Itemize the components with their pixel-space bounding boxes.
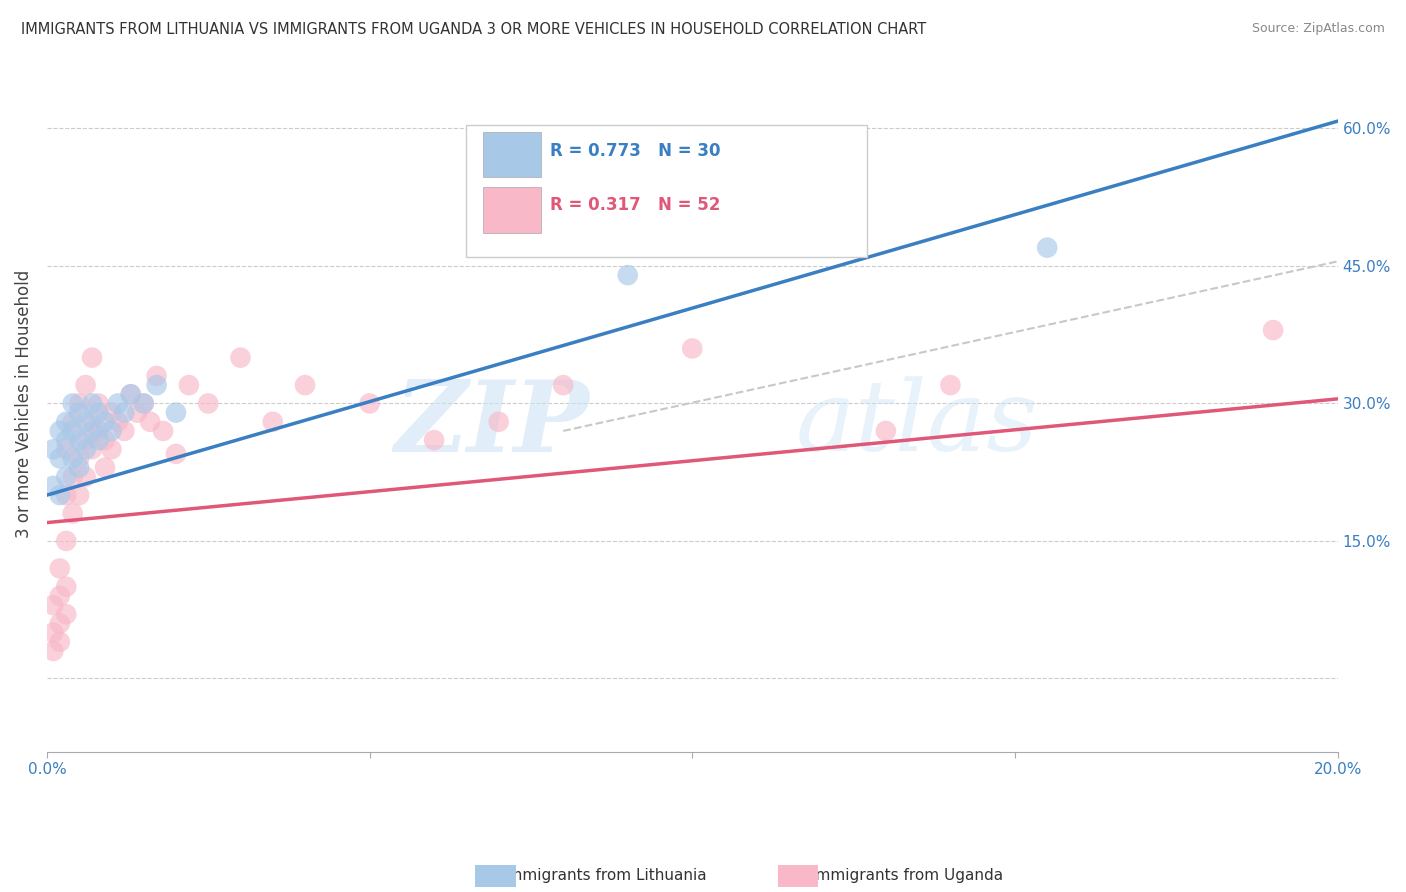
Point	[939, 378, 962, 392]
Point	[875, 424, 897, 438]
Point	[75, 442, 97, 457]
Point	[262, 415, 284, 429]
Point	[75, 470, 97, 484]
Point	[49, 424, 72, 438]
Point	[55, 442, 77, 457]
Point	[49, 561, 72, 575]
Point	[55, 470, 77, 484]
Point	[42, 479, 65, 493]
Point	[165, 406, 187, 420]
Point	[67, 433, 90, 447]
Point	[94, 433, 117, 447]
Point	[75, 433, 97, 447]
Point	[100, 442, 122, 457]
Text: R = 0.317   N = 52: R = 0.317 N = 52	[550, 196, 721, 214]
Point	[49, 451, 72, 466]
Point	[67, 396, 90, 410]
Point	[62, 507, 84, 521]
Point	[152, 424, 174, 438]
Point	[139, 415, 162, 429]
Point	[165, 447, 187, 461]
Point	[55, 607, 77, 622]
Point	[62, 424, 84, 438]
Point	[229, 351, 252, 365]
Text: ZIP: ZIP	[394, 376, 589, 473]
Point	[294, 378, 316, 392]
Point	[80, 396, 103, 410]
Point	[75, 415, 97, 429]
Point	[120, 387, 142, 401]
Point	[55, 580, 77, 594]
Point	[55, 433, 77, 447]
Point	[55, 533, 77, 548]
Point	[55, 488, 77, 502]
Point	[107, 415, 129, 429]
Point	[177, 378, 200, 392]
Point	[616, 268, 638, 282]
Point	[1261, 323, 1284, 337]
Point	[67, 451, 90, 466]
Point	[127, 406, 149, 420]
Point	[112, 424, 135, 438]
Point	[62, 470, 84, 484]
Point	[1036, 241, 1059, 255]
Point	[132, 396, 155, 410]
Text: Immigrants from Uganda: Immigrants from Uganda	[811, 869, 1002, 883]
Point	[100, 424, 122, 438]
Point	[42, 598, 65, 612]
Text: Immigrants from Lithuania: Immigrants from Lithuania	[503, 869, 706, 883]
Point	[145, 368, 167, 383]
Point	[42, 644, 65, 658]
Point	[87, 396, 110, 410]
Point	[80, 424, 103, 438]
Point	[94, 415, 117, 429]
Point	[42, 442, 65, 457]
FancyBboxPatch shape	[484, 187, 541, 233]
Point	[112, 406, 135, 420]
Point	[197, 396, 219, 410]
Text: IMMIGRANTS FROM LITHUANIA VS IMMIGRANTS FROM UGANDA 3 OR MORE VEHICLES IN HOUSEH: IMMIGRANTS FROM LITHUANIA VS IMMIGRANTS …	[21, 22, 927, 37]
Point	[145, 378, 167, 392]
Text: Source: ZipAtlas.com: Source: ZipAtlas.com	[1251, 22, 1385, 36]
Point	[80, 351, 103, 365]
Point	[67, 488, 90, 502]
Point	[87, 433, 110, 447]
Point	[75, 378, 97, 392]
Point	[80, 415, 103, 429]
Point	[423, 433, 446, 447]
Point	[94, 460, 117, 475]
Text: R = 0.773   N = 30: R = 0.773 N = 30	[550, 142, 721, 160]
Point	[87, 424, 110, 438]
Point	[49, 616, 72, 631]
Point	[488, 415, 510, 429]
Y-axis label: 3 or more Vehicles in Household: 3 or more Vehicles in Household	[15, 269, 32, 538]
FancyBboxPatch shape	[467, 125, 866, 257]
Point	[80, 442, 103, 457]
Point	[62, 415, 84, 429]
Point	[107, 396, 129, 410]
Point	[132, 396, 155, 410]
Point	[49, 589, 72, 603]
Point	[55, 415, 77, 429]
Text: atlas: atlas	[796, 376, 1038, 472]
Point	[553, 378, 575, 392]
Point	[49, 488, 72, 502]
Point	[62, 396, 84, 410]
Point	[67, 406, 90, 420]
Point	[100, 406, 122, 420]
Point	[62, 451, 84, 466]
Point	[67, 460, 90, 475]
Point	[681, 342, 703, 356]
Point	[359, 396, 381, 410]
Point	[120, 387, 142, 401]
FancyBboxPatch shape	[484, 132, 541, 177]
Point	[49, 634, 72, 648]
Point	[42, 625, 65, 640]
Point	[87, 406, 110, 420]
